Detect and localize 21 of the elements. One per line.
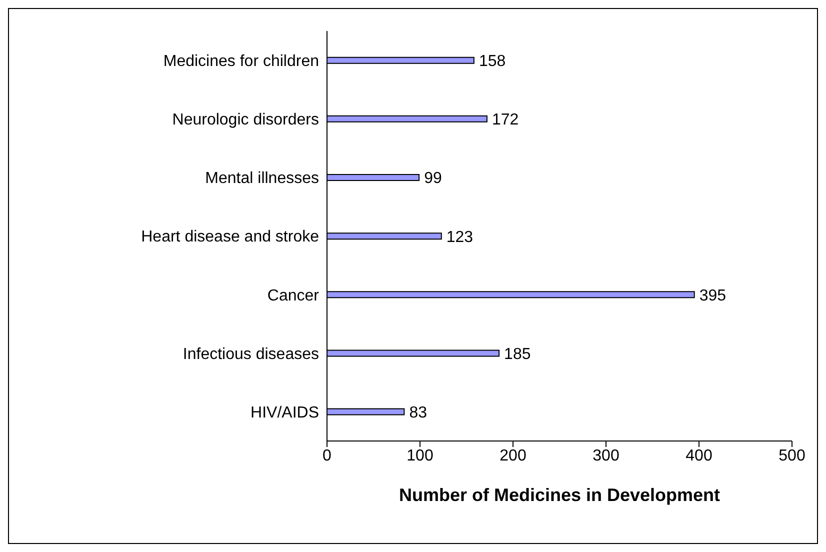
x-tick-label: 300 <box>592 447 620 464</box>
x-axis-title: Number of Medicines in Development <box>398 485 720 505</box>
x-tick-label: 500 <box>778 447 806 464</box>
data-label: 99 <box>424 170 442 188</box>
y-tick-label: Cancer <box>267 287 320 304</box>
data-label: 83 <box>409 404 428 422</box>
data-label: 172 <box>492 112 519 129</box>
y-tick-label: Medicines for children <box>163 52 319 70</box>
y-tick-label: Mental illnesses <box>205 170 319 188</box>
x-tick-label: 200 <box>500 447 526 464</box>
data-label: 395 <box>699 287 726 304</box>
data-label: 123 <box>446 228 474 246</box>
data-label: 185 <box>504 346 531 363</box>
x-tick-label: 0 <box>322 447 332 464</box>
y-tick-label: Infectious diseases <box>182 346 319 363</box>
data-label: 158 <box>478 53 506 70</box>
y-tick-label: HIV/AIDS <box>250 404 319 422</box>
y-tick-label: Heart disease and stroke <box>141 228 320 246</box>
x-tick-label: 400 <box>686 447 712 464</box>
y-tick-label: Neurologic disorders <box>172 112 319 129</box>
x-tick-label: 100 <box>406 447 434 464</box>
